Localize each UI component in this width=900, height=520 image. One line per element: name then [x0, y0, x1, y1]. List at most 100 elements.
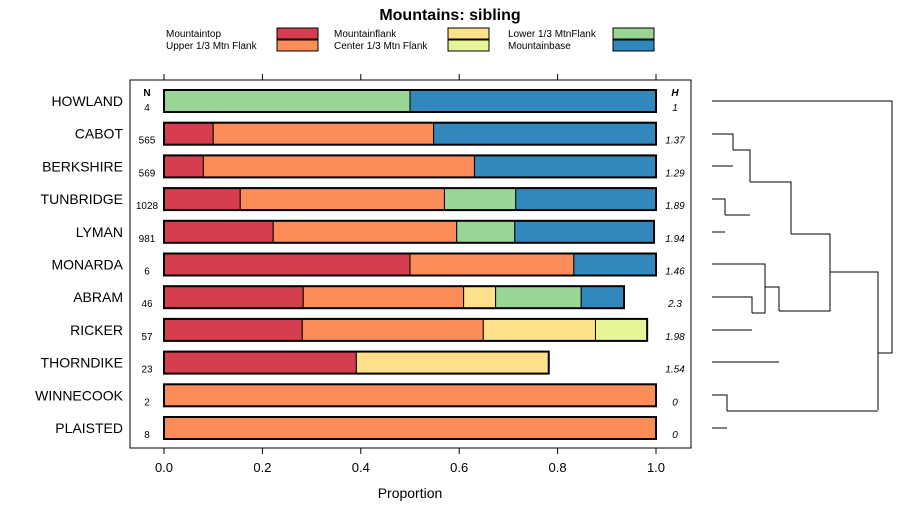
dendrogram-branch: [752, 287, 766, 314]
bar-row: LYMAN 981 1.94: [76, 219, 685, 245]
legend-label: Mountaintop: [166, 29, 221, 40]
h-value: 1.94: [665, 234, 685, 245]
bar-outline: [163, 219, 656, 244]
x-axis-title: Proportion: [378, 485, 443, 501]
bar-segment: [514, 220, 655, 244]
bar-outline: [163, 89, 657, 113]
h-value: 0: [672, 430, 678, 441]
x-tick-label: 0.8: [549, 460, 567, 475]
x-tick-label: 0.6: [450, 460, 468, 475]
dendrogram-branch: [712, 263, 766, 287]
n-value: 2: [144, 397, 150, 408]
legend-label: Mountainbase: [508, 41, 571, 52]
h-value: 1: [672, 103, 678, 114]
h-value: 1.89: [665, 201, 685, 212]
dendrogram-branch: [712, 394, 728, 411]
bar-outline: [163, 383, 657, 408]
bar-segment: [463, 285, 497, 309]
row-label: MONARDA: [51, 257, 123, 273]
bar-outline: [163, 416, 657, 440]
legend-swatch: [447, 39, 490, 52]
bar-segment: [163, 253, 411, 276]
row-label: THORNDIKE: [41, 355, 123, 371]
row-label: LYMAN: [76, 224, 123, 240]
bar-segment: [409, 89, 657, 113]
x-tick-label: 1.0: [647, 460, 665, 475]
bar-segment: [355, 351, 550, 375]
row-label: CABOT: [75, 126, 124, 142]
bar-segment: [212, 122, 435, 146]
bar-segment: [163, 89, 411, 113]
bar-row: ABRAM 46 2.3: [73, 285, 682, 310]
dendrogram-branch: [779, 233, 831, 312]
row-label: WINNECOOK: [35, 387, 124, 403]
legend-label: Upper 1/3 Mtn Flank: [166, 41, 258, 52]
h-value: 1.29: [665, 168, 685, 179]
dendrogram-branch: [712, 100, 893, 354]
bar-segment: [456, 220, 516, 244]
dendrogram: [712, 100, 893, 429]
bar-segment: [163, 351, 357, 375]
bar-segment: [163, 154, 204, 178]
n-value: 23: [141, 365, 153, 376]
bar-row: CABOT 565 1.37: [75, 121, 685, 147]
bar-segment: [202, 154, 475, 178]
bar-row: HOWLAND 4 1: [51, 89, 678, 114]
row-label: TUNBRIDGE: [41, 191, 123, 207]
bar-segment: [163, 187, 241, 211]
bar-rows: HOWLAND 4 1 CABOT 565 1.37 BERKSHIRE 569 1.29 TUN…: [35, 89, 685, 441]
legend-label: Center 1/3 Mtn Flank: [334, 41, 428, 52]
bar-segment: [163, 318, 303, 342]
h-value: 2.3: [667, 299, 682, 310]
bar-segment: [433, 122, 657, 146]
n-value: 57: [141, 332, 153, 343]
x-tick-label: 0.4: [352, 460, 370, 475]
dendrogram-branch: [733, 149, 751, 182]
row-label: ABRAM: [73, 289, 123, 305]
dendrogram-branch: [750, 181, 792, 234]
row-label: BERKSHIRE: [42, 158, 123, 174]
n-column-header: N: [143, 88, 150, 99]
row-label: PLAISTED: [55, 420, 123, 436]
bar-row: BERKSHIRE 569 1.29: [42, 154, 685, 179]
chart-title: Mountains: sibling: [379, 7, 520, 24]
bar-row: PLAISTED 8 0: [55, 416, 678, 441]
bar-segment: [301, 318, 484, 342]
legend-swatch: [276, 39, 319, 52]
h-value: 1.37: [665, 136, 685, 147]
bar-segment: [163, 122, 214, 146]
n-value: 8: [144, 430, 150, 441]
x-axis: 0.0 0.2 0.4 0.6 0.8 1.0: [155, 74, 665, 475]
legend-label: Lower 1/3 MtnFlank: [508, 29, 597, 40]
bar-segment: [163, 285, 304, 309]
h-value: 1.54: [665, 365, 685, 376]
bar-segment: [515, 187, 657, 211]
legend-swatch: [447, 27, 490, 40]
n-value: 981: [139, 234, 156, 245]
dendrogram-branch: [712, 133, 734, 150]
bar-segment: [163, 220, 274, 244]
bar-outline: [163, 187, 657, 212]
bar-outline: [163, 154, 657, 179]
bar-segment: [302, 285, 465, 309]
row-label: HOWLAND: [51, 93, 123, 109]
dendrogram-branch: [830, 271, 879, 410]
bar-segment: [163, 416, 657, 440]
dendrogram-branch: [765, 286, 780, 311]
h-column-header: H: [671, 88, 679, 99]
bar-outline: [163, 350, 550, 375]
bar-segment: [473, 154, 657, 178]
legend-swatch: [276, 27, 319, 40]
bar-row: TUNBRIDGE 1028 1.89: [41, 187, 685, 212]
bar-segment: [573, 253, 657, 276]
n-value: 6: [144, 267, 150, 278]
x-tick-label: 0.0: [155, 460, 173, 475]
bar-segment: [482, 318, 596, 342]
n-value: 565: [139, 136, 156, 147]
bar-outline: [163, 285, 626, 310]
bar-segment: [443, 187, 517, 211]
dendrogram-branch: [712, 198, 726, 215]
bar-segment: [272, 220, 458, 244]
